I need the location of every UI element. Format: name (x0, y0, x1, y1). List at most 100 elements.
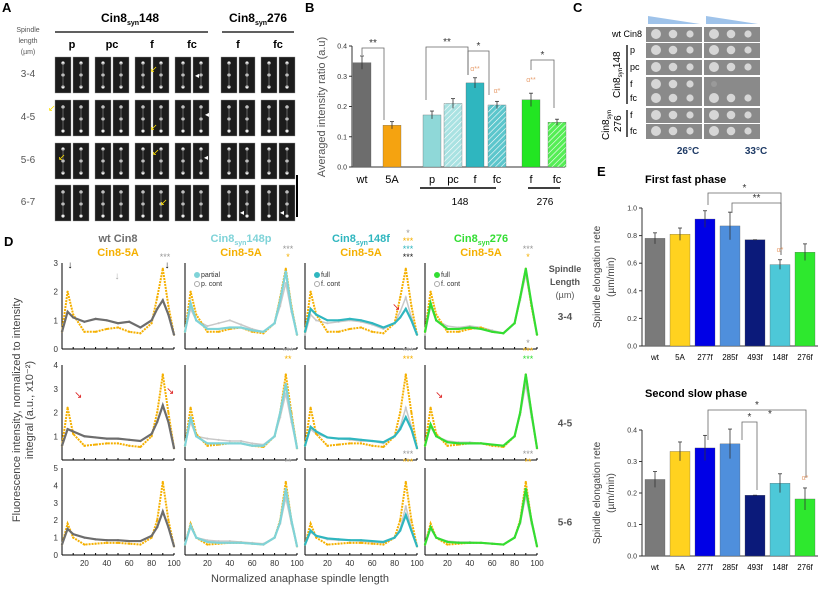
d-mutant-series-point (139, 439, 142, 443)
e1-bar-276f (794, 252, 816, 347)
d-cin8-5a-series-point (206, 330, 209, 333)
tspan: syn (618, 68, 624, 77)
d-mutant-series-point (491, 443, 494, 446)
d-cin8-5a-series-point (315, 432, 318, 435)
e2-bar-wt (644, 479, 666, 557)
d-control-series-point (404, 505, 407, 508)
d-mutant-series-point (457, 541, 460, 544)
d-mutant-series-point (228, 326, 231, 329)
d-mutant-series (423, 488, 539, 547)
colony-spot (668, 126, 678, 136)
colony-spot (651, 29, 661, 39)
d-mutant-series-point (423, 330, 427, 333)
d-y-tick-label: 1 (54, 534, 59, 543)
e2-sig-277f-276f-label: * (755, 400, 759, 411)
panel-a: Spindle length (µm) Cin8syn148 Cin8syn27… (16, 11, 298, 222)
d-col-subtitle-2: Cin8-5A (340, 247, 382, 259)
d-legend-marker (194, 281, 200, 287)
d-mutant-series-point (348, 539, 351, 542)
tspan: syn (234, 240, 246, 247)
colony-spot (726, 29, 736, 39)
panel-e-second-phase: 0.0 0.1 0.2 0.3 0.4 wt 5A 277f 285f 493f 148f 276f S… (592, 388, 818, 572)
colony-spot (726, 62, 736, 72)
d-mutant-series-point (399, 316, 402, 319)
d-cin8-5a-series-point (66, 406, 69, 409)
c-temp-33: 33°C (745, 146, 767, 157)
d-mutant-series-point (513, 536, 516, 539)
d-col-subtitle-0: Cin8-5A (97, 247, 139, 259)
d-mutant-series-point (429, 526, 432, 529)
d-mutant-series-point (457, 327, 460, 331)
d-mutant-series-point (423, 543, 427, 546)
d-mutant-series-point (251, 444, 254, 447)
spindle-spot (227, 214, 231, 218)
b-category-label: pc (447, 174, 459, 186)
d-mutant-series-point (315, 430, 318, 433)
yellow-arrow: ↙ (150, 64, 158, 74)
d-mutant-series-point (156, 526, 159, 529)
d-significance-stars: * (286, 252, 290, 262)
d-cin8-5a-series-point (189, 406, 192, 409)
d-cin8-5a-series-point (156, 296, 159, 299)
d-significance-stars: *** (160, 252, 171, 262)
d-mutant-series-point (262, 444, 265, 447)
d-cin8-5a-series-point (128, 330, 131, 333)
e1-y-tick-label: 0.8 (627, 233, 637, 240)
d-mutant-series-point (295, 447, 299, 450)
d-mutant-series-point (404, 513, 407, 517)
d-y-tick-label: 4 (54, 481, 59, 490)
spindle-spot (79, 129, 83, 133)
d-mutant-series-point (468, 541, 471, 544)
d-cin8-5a-series-point (167, 304, 170, 308)
d-legend-label: partial (201, 272, 221, 279)
e1-y-tick-label: 0.4 (627, 288, 637, 295)
d-cin8-5a-series-point (446, 444, 449, 447)
d-cin8-5a-series-point (139, 445, 142, 449)
d-significance-stars: ** (285, 354, 293, 364)
d-mutant-series-point (524, 267, 527, 270)
d-mutant-series-point (348, 437, 351, 440)
d-mutant-series-point (128, 438, 131, 441)
d-cin8-5a-series-point (161, 480, 164, 484)
tspan: Cin8 (454, 233, 478, 245)
plate-33 (704, 77, 760, 92)
d-significance-stars: *** (523, 244, 534, 254)
d-mutant-series-point (530, 302, 533, 305)
yellow-arrow: ↙ (150, 122, 158, 132)
e2-sig-277f-276f (707, 409, 807, 478)
panel-label-b: B (305, 0, 314, 15)
d-col-title-1: Cin8syn148p (211, 233, 272, 247)
colony-spot (744, 94, 752, 102)
d-cin8-5a-series-point (348, 327, 351, 331)
d-legend-marker (434, 281, 440, 287)
d-mutant-series-point (273, 435, 276, 438)
b-bar-fc (487, 104, 507, 168)
panel-e-first-phase: 0.0 0.2 0.4 0.6 0.8 1.0 wt 5A 277f 285f 493f 148f 27… (592, 174, 818, 362)
d-mutant-series-point (295, 333, 299, 336)
e2-bar-mark: α* (802, 475, 809, 482)
row-label-3: 6-7 (21, 197, 36, 208)
column-label-5: fc (273, 39, 283, 51)
d-mutant-series-point (139, 539, 142, 543)
d-mutant-series-point (415, 545, 419, 548)
d-mutant-series-point (279, 299, 282, 302)
tspan: 148 (612, 51, 623, 68)
colony-spot (668, 110, 678, 120)
e2-sig-285f-493f (741, 421, 758, 490)
colony-spot (686, 80, 694, 88)
d-mutant-series-point (161, 510, 164, 513)
d-mutant-series-point (446, 441, 449, 444)
c-row-label: fc (630, 126, 638, 136)
d-mutant-series-point (172, 447, 176, 450)
d-mutant-series-point (94, 436, 97, 439)
b-y-tick-label: 0.1 (337, 134, 347, 141)
d-mutant-series-point (530, 411, 533, 414)
white-arrow: ◂ (195, 71, 199, 80)
d-mutant-series-point (150, 534, 153, 537)
d-cin8-5a-series-point (337, 443, 340, 446)
d-mutant-series (183, 383, 299, 449)
d-mutant-series-point (60, 444, 64, 447)
spindle-spot (101, 129, 105, 133)
colony-spot (709, 110, 719, 120)
d-mutant-series-point (371, 539, 374, 543)
